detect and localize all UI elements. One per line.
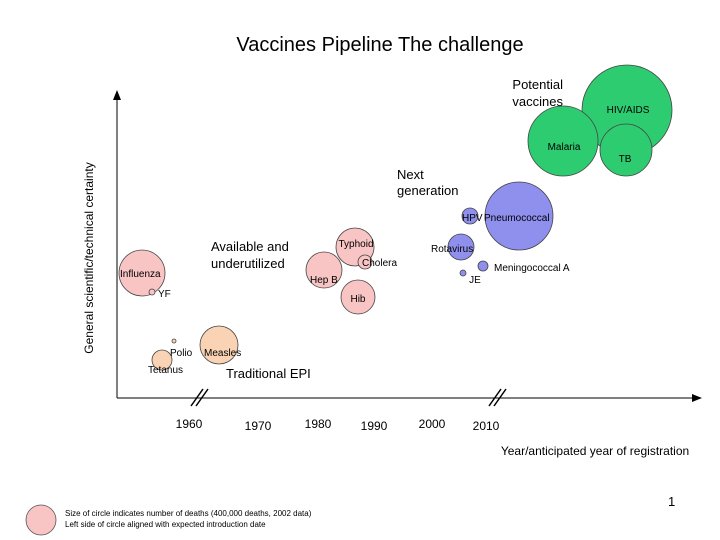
- bubble-tetanus: [151, 349, 173, 371]
- x-tick-1990: 1990: [361, 419, 388, 433]
- y-axis-label: General scientific/technical certainty: [82, 162, 96, 353]
- bubble-yf: [148, 288, 156, 296]
- bubble-meningococcal-a: [477, 260, 489, 272]
- legend-line-2: Left side of circle aligned with expecte…: [65, 520, 266, 529]
- bubble-tb: [599, 123, 653, 177]
- group-label-next-generation: Next generation: [397, 167, 458, 198]
- bubble-hpv: [461, 207, 479, 225]
- group-label-available-and-underutilized: Available and underutilized: [211, 239, 289, 271]
- chart-title: Vaccines Pipeline The challenge: [236, 34, 523, 56]
- bubble-label-tb: TB: [619, 154, 632, 165]
- bubble-label-measles: Measles: [204, 348, 241, 359]
- bubble-label-influenza: Influenza: [120, 269, 161, 280]
- x-tick-1980: 1980: [305, 417, 332, 431]
- bubble-label-typhoid: Typhoid: [338, 239, 373, 250]
- bubble-influenza: [118, 249, 166, 297]
- bubble-layer: [118, 64, 673, 371]
- axis-break-2010: [488, 388, 507, 407]
- bubble-label-je: JE: [469, 275, 481, 286]
- axis-break-1960: [190, 388, 209, 407]
- bubble-hep-b: [305, 251, 343, 289]
- page-number: 1: [668, 494, 676, 509]
- bubble-label-polio: Polio: [170, 348, 193, 359]
- bubble-label-tetanus: Tetanus: [148, 365, 183, 376]
- x-tick-1970: 1970: [245, 419, 272, 433]
- y-axis-arrowhead: [113, 90, 121, 100]
- legend-swatch: [25, 504, 57, 536]
- x-axis-label: Year/anticipated year of registration: [501, 444, 689, 458]
- bubble-polio: [171, 338, 177, 344]
- bubble-je: [459, 269, 467, 277]
- x-tick-1960: 1960: [176, 417, 203, 431]
- bubble-label-hiv-aids: HIV/AIDS: [607, 105, 650, 116]
- bubble-label-meningococcal-a: Meningococcal A: [494, 263, 570, 274]
- bubble-label-cholera: Cholera: [362, 258, 397, 269]
- bubble-pneumococcal: [484, 181, 554, 251]
- x-tick-2000: 2000: [419, 417, 446, 431]
- x-axis-arrowhead: [692, 394, 702, 402]
- bubble-measles: [199, 325, 239, 365]
- bubble-label-hep-b: Hep B: [310, 275, 338, 286]
- group-label-layer: Traditional EPI Available and underutilize…: [211, 77, 564, 381]
- x-tick-labels: 1960 1970 1980 1990 2000 2010: [176, 417, 500, 433]
- bubble-label-pneumococcal: Pneumococcal: [484, 213, 550, 224]
- bubble-label-malaria: Malaria: [548, 142, 581, 153]
- bubble-label-rotavirus: Rotavirus: [431, 244, 473, 255]
- bubble-hib: [340, 279, 376, 315]
- bubble-label-hib: Hib: [350, 294, 365, 305]
- bubble-label-yf: YF: [158, 289, 171, 300]
- bubble-cholera: [357, 254, 373, 270]
- group-label-traditional-epi: Traditional EPI: [226, 366, 311, 381]
- bubble-label-hpv: HPV: [462, 213, 483, 224]
- group-label-potential-vaccines: Potential vaccines: [512, 77, 563, 109]
- x-tick-2010: 2010: [473, 419, 500, 433]
- legend-line-1: Size of circle indicates number of death…: [65, 509, 312, 518]
- bubble-malaria: [527, 105, 599, 177]
- bubble-rotavirus: [447, 233, 475, 261]
